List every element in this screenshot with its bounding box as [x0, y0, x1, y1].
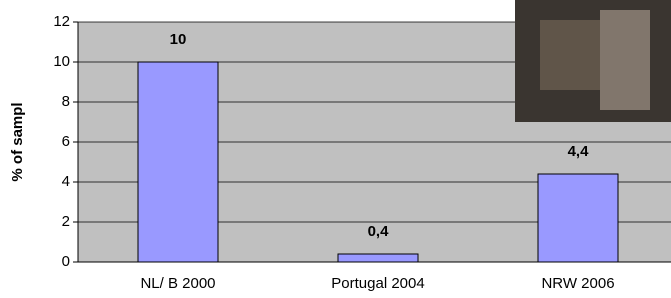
- y-tick-label: 6: [62, 133, 70, 150]
- y-tick-label: 0: [62, 253, 70, 270]
- chart: 10 0,4 4,4 % of sampl 0 2 4 6 8 10 12 NL/ B 2000 P…: [0, 0, 671, 298]
- y-tick-label: 2: [62, 213, 70, 230]
- y-tick-label: 4: [62, 173, 70, 190]
- y-tick-label: 8: [62, 93, 70, 110]
- bar: [138, 62, 218, 262]
- value-label: 0,4: [368, 223, 390, 240]
- y-axis-label: % of sampl: [9, 102, 26, 181]
- value-label: 10: [170, 31, 187, 48]
- value-label: 4,4: [568, 143, 590, 160]
- x-tick-label: Portugal 2004: [331, 275, 424, 292]
- bar: [538, 174, 618, 262]
- y-tick-label: 10: [53, 53, 70, 70]
- photo-detail: [600, 10, 650, 110]
- x-tick-label: NL/ B 2000: [140, 275, 215, 292]
- bar: [338, 254, 418, 262]
- y-tick-label: 12: [53, 13, 70, 30]
- photo-detail: [540, 20, 600, 90]
- page: 10 0,4 4,4 % of sampl 0 2 4 6 8 10 12 NL/ B 2000 P…: [0, 0, 671, 298]
- x-tick-label: NRW 2006: [541, 275, 614, 292]
